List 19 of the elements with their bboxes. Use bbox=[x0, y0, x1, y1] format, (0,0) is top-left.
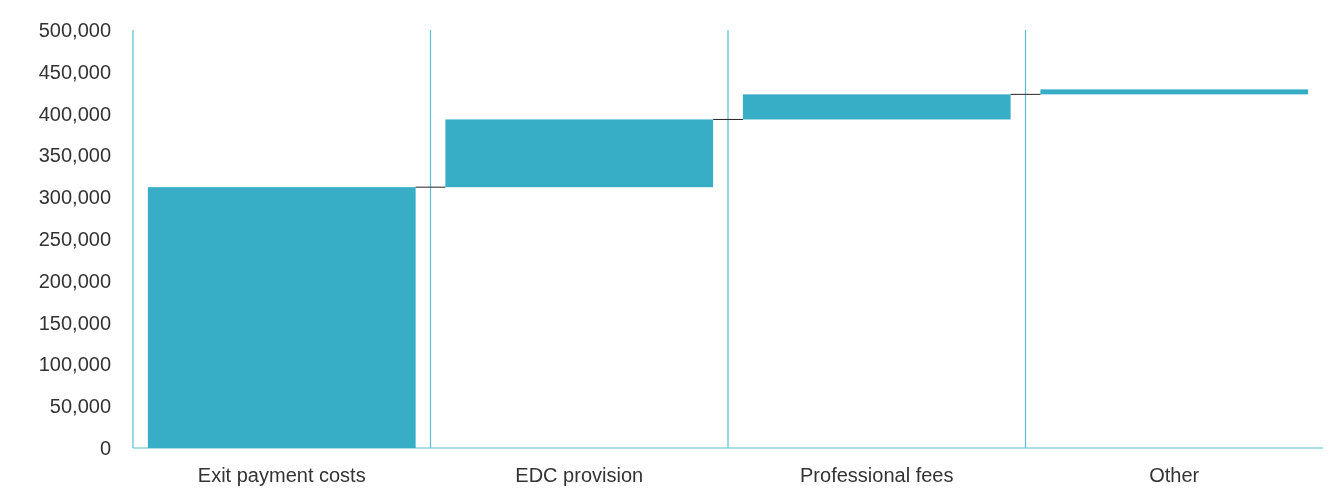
y-tick-label: 100,000 bbox=[38, 353, 111, 376]
y-tick-label: 350,000 bbox=[38, 144, 111, 167]
y-tick-label: 150,000 bbox=[38, 311, 111, 334]
y-tick-label: 0 bbox=[99, 437, 111, 459]
x-tick-label: EDC provision bbox=[515, 464, 644, 486]
y-tick-label: 50,000 bbox=[49, 395, 111, 418]
x-tick-label: Exit payment costs bbox=[197, 464, 366, 486]
y-tick-label: 500,000 bbox=[38, 19, 111, 41]
x-tick-label: Other bbox=[1149, 464, 1200, 486]
y-tick-label: 300,000 bbox=[38, 186, 111, 209]
bar bbox=[147, 187, 416, 448]
y-tick-label: 200,000 bbox=[38, 269, 111, 292]
bar bbox=[1040, 89, 1309, 95]
y-tick-label: 250,000 bbox=[38, 228, 111, 250]
y-tick-label: 450,000 bbox=[38, 60, 111, 83]
bar bbox=[445, 119, 714, 188]
y-tick-label: 400,000 bbox=[38, 102, 111, 125]
x-tick-label: Professional fees bbox=[800, 464, 954, 486]
bar bbox=[742, 94, 1011, 120]
